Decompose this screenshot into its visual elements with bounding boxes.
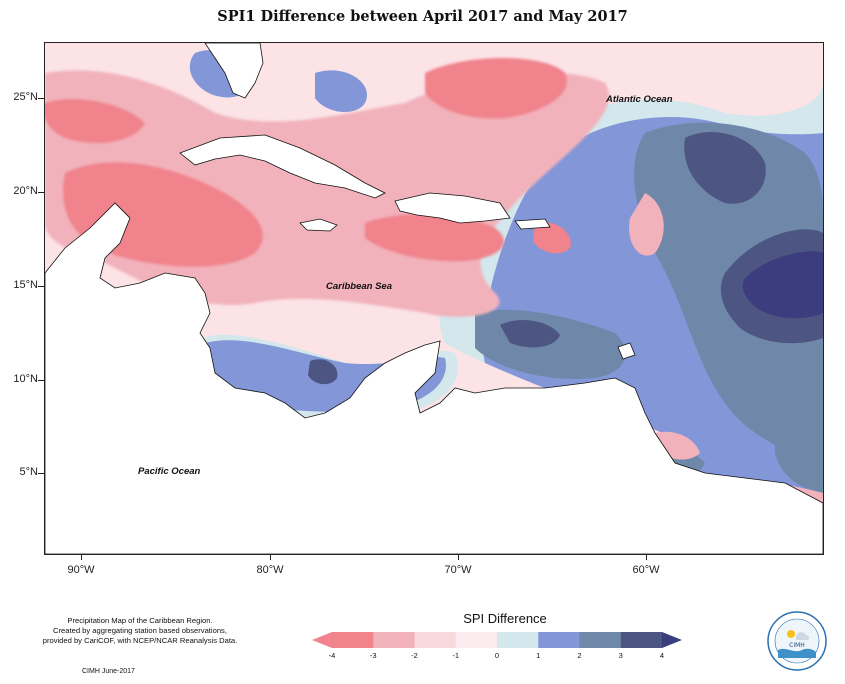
lat-label-15n: 15°N xyxy=(13,279,38,291)
lon-label-90w: 90°W xyxy=(67,564,95,576)
footer-note: Precipitation Map of the Caribbean Regio… xyxy=(10,616,270,646)
legend-tick-label: 3 xyxy=(618,651,623,660)
atlantic-ocean-label: Atlantic Ocean xyxy=(606,94,673,105)
spi-map xyxy=(44,42,824,555)
pacific-ocean-label: Pacific Ocean xyxy=(138,466,201,477)
lon-label-80w: 80°W xyxy=(256,564,284,576)
legend-swatch xyxy=(414,632,457,648)
lat-label-20n: 20°N xyxy=(13,185,38,197)
legend-tick-label: -3 xyxy=(369,651,377,660)
credit-text: CIMH June-2017 xyxy=(82,668,135,675)
map-title: SPI1 Difference between April 2017 and M… xyxy=(217,8,628,25)
legend-arrow-left xyxy=(312,632,332,648)
lat-tick xyxy=(38,380,44,381)
lat-tick xyxy=(38,98,44,99)
legend-tick-label: 1 xyxy=(536,651,541,660)
legend-swatch xyxy=(497,632,539,648)
lat-tick xyxy=(38,192,44,193)
legend-arrow-right xyxy=(662,632,682,648)
logo-text: CIMH xyxy=(789,642,805,649)
footer-note-line: Precipitation Map of the Caribbean Regio… xyxy=(67,616,213,625)
lat-label-5n: 5°N xyxy=(19,466,38,478)
lon-tick xyxy=(81,554,82,560)
lon-label-70w: 70°W xyxy=(444,564,472,576)
lat-tick xyxy=(38,473,44,474)
footer-note-line: provided by CariCOF, with NCEP/NCAR Rean… xyxy=(42,636,238,645)
footer-note-line: Created by aggregating station based obs… xyxy=(53,626,227,635)
legend-swatch xyxy=(455,632,498,648)
legend-tick-label: -4 xyxy=(328,651,336,660)
landmass xyxy=(45,43,823,554)
legend-swatch xyxy=(373,632,415,648)
lon-label-60w: 60°W xyxy=(632,564,660,576)
cimh-logo: CIMH xyxy=(767,611,827,671)
spi-field xyxy=(45,43,823,554)
legend-swatch xyxy=(538,632,580,648)
legend-tick-label: 0 xyxy=(494,651,500,660)
caribbean-sea-label: Caribbean Sea xyxy=(326,281,392,292)
legend-colorbar xyxy=(312,632,682,648)
legend-tick-label: -2 xyxy=(411,651,418,660)
legend-tick-label: -1 xyxy=(452,651,460,660)
lat-label-10n: 10°N xyxy=(13,373,38,385)
legend-swatch xyxy=(620,632,663,648)
lon-tick xyxy=(646,554,647,560)
legend-tick-label: 2 xyxy=(577,651,582,660)
lat-label-25n: 25°N xyxy=(13,91,38,103)
legend-title: SPI Difference xyxy=(463,611,547,626)
lon-tick xyxy=(270,554,271,560)
legend-tick-label: 4 xyxy=(659,651,665,660)
lon-tick xyxy=(458,554,459,560)
legend-swatch xyxy=(579,632,622,648)
legend-swatch xyxy=(332,632,374,648)
lat-tick xyxy=(38,286,44,287)
